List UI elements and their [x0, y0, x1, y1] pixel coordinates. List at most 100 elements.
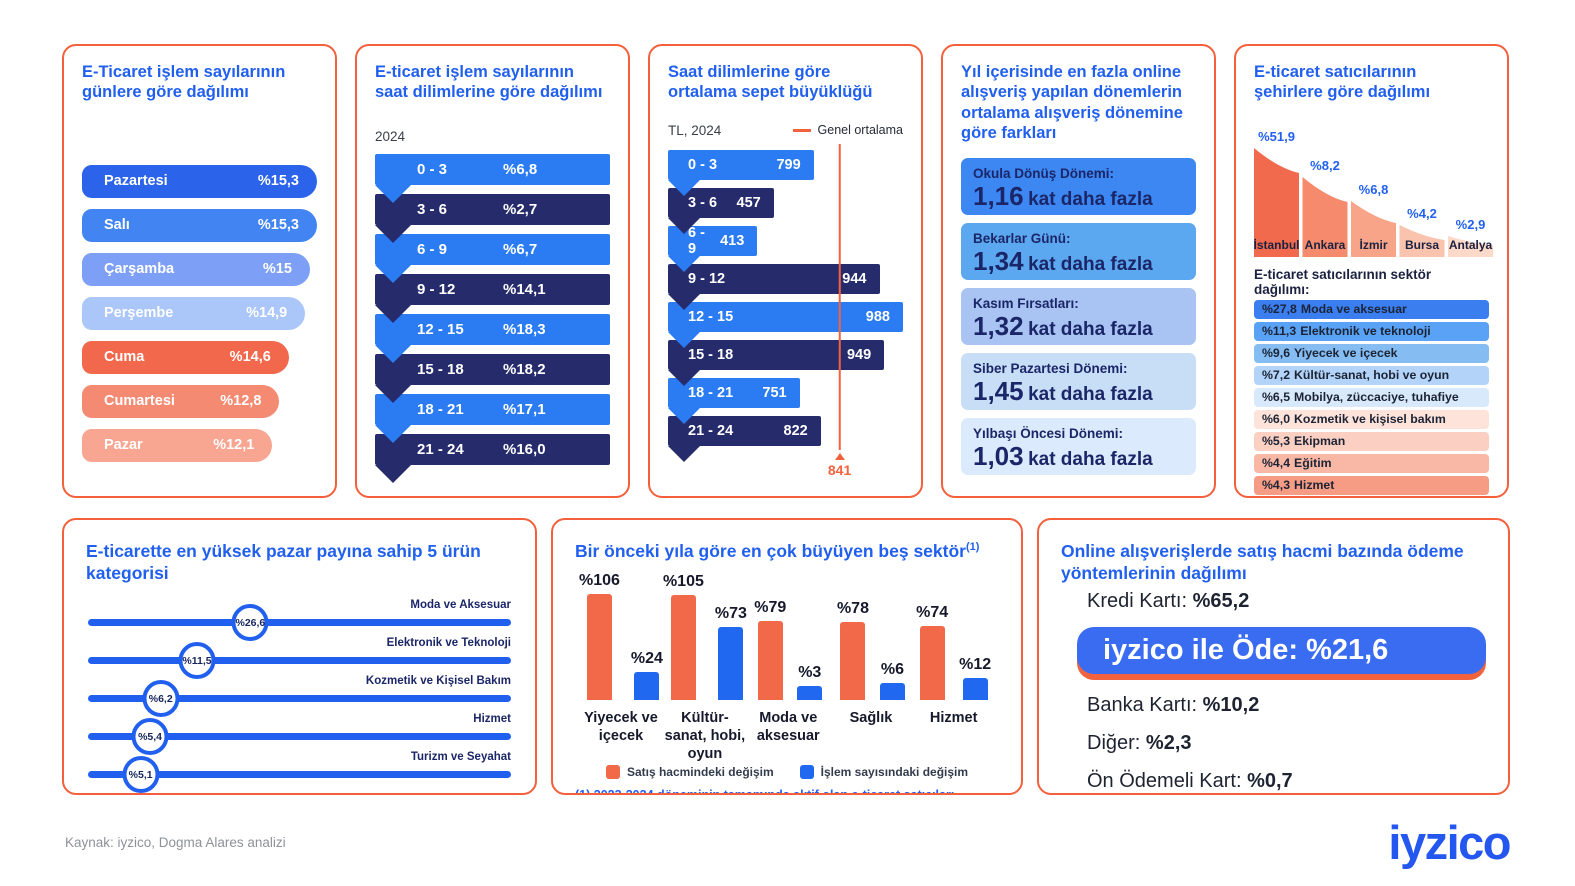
city-value: %4,2 [1407, 205, 1437, 221]
sales-value: %105 [662, 573, 704, 591]
panel-hour-share: E-ticaret işlem sayılarının saat dilimle… [355, 44, 630, 498]
sector-rows: %27,8 Moda ve aksesuar %11,3 Elektronik ve… [1254, 299, 1489, 496]
hour-row: 12 - 15 %18,3 [375, 313, 610, 363]
tx-value: %3 [798, 664, 822, 682]
basket-row: 3 - 6 457 [668, 187, 903, 234]
category-row: Elektronik ve Teknoloji %11,5 [86, 636, 513, 680]
period-value: 1,32 [973, 310, 1024, 341]
payment-value: %0,7 [1247, 770, 1293, 793]
sector-row: %11,3 Elektronik ve teknoloji [1254, 321, 1489, 341]
sales-bar [919, 626, 945, 701]
average-marker-icon [834, 452, 845, 460]
highlight-value: %21,6 [1306, 634, 1389, 667]
panel-payments-title: Online alışverişlerde satış hacmi bazınd… [1061, 541, 1464, 584]
day-bar: Pazar %12,1 [82, 428, 273, 462]
sector-name: Elektronik ve teknoloji [1300, 324, 1431, 339]
growth-group: %78 %6 Sağlık [830, 572, 913, 763]
cities-chart-svg [1254, 147, 1493, 257]
day-label: Cuma [104, 349, 145, 366]
city-bar [1399, 224, 1445, 257]
hour-row: 6 - 9 %6,7 [375, 233, 610, 283]
basket-value: 822 [783, 422, 808, 439]
day-label: Pazar [104, 437, 143, 454]
tx-swatch-icon [799, 765, 814, 780]
tx-value: %24 [630, 650, 663, 668]
period-label: Bekarlar Günü: [973, 230, 1071, 246]
sales-value: %79 [754, 599, 787, 617]
city-value: %8,2 [1310, 157, 1340, 173]
payment-row: Banka Kartı: %10,2 [1087, 694, 1486, 717]
sector-name: Kültür-sanat, hobi ve oyun [1294, 368, 1450, 383]
city-bar [1448, 235, 1493, 257]
sector-row: %7,2 Kültür-sanat, hobi ve oyun [1254, 365, 1489, 385]
city-label: Bursa [1404, 237, 1440, 252]
basket-value: 457 [736, 194, 761, 211]
hour-row: 9 - 12 %14,1 [375, 273, 610, 323]
sector-name: Mobilya, züccaciye, tuhafiye [1294, 390, 1459, 405]
city-label: Ankara [1304, 237, 1346, 252]
hour-range: 0 - 3 [417, 160, 448, 178]
iyzico-logo: iyzico [1388, 816, 1511, 869]
growth-group: %79 %3 Moda ve aksesuar [747, 572, 830, 763]
sector-name: Kozmetik ve kişisel bakım [1294, 412, 1446, 427]
bottom-row: E-ticarette en yüksek pazar payına sahip… [62, 518, 1575, 795]
period-card: Bekarlar Günü: 1,34 kat daha fazla [961, 222, 1196, 280]
city-value: %6,8 [1358, 181, 1389, 197]
payment-value: %65,2 [1192, 590, 1250, 613]
category-label: Moda ve Aksesuar [410, 599, 511, 612]
category-row: Turizm ve Seyahat %5,1 [86, 750, 513, 793]
period-value: 1,16 [973, 180, 1024, 211]
sector-row: %27,8 Moda ve aksesuar [1254, 299, 1489, 319]
sector-value: %6,0 [1262, 412, 1291, 427]
growth-category-label: Yiyecek ve içecek [584, 710, 658, 745]
sector-name: Moda ve aksesuar [1300, 302, 1407, 317]
category-knob: %26,6 [231, 604, 269, 642]
days-bars: Pazartesi %15,3 Salı %15,3 Çarşamba %15 Per… [82, 164, 317, 462]
category-track [88, 771, 511, 779]
panel-categories: E-ticarette en yüksek pazar payına sahip… [62, 518, 537, 795]
tx-value: %12 [959, 656, 992, 674]
sector-value: %4,3 [1262, 478, 1291, 493]
panel-periods: Yıl içerisinde en fazla online alışveriş… [941, 44, 1216, 498]
sales-swatch-icon [605, 765, 620, 780]
day-value: %15 [262, 261, 292, 278]
panel-categories-title: E-ticarette en yüksek pazar payına sahip… [86, 541, 481, 584]
sector-row: %4,3 Hizmet [1254, 475, 1489, 495]
footer: Kaynak: iyzico, Dogma Alares analizi iyz… [65, 816, 1511, 869]
category-knob: %11,5 [178, 642, 216, 680]
day-label: Perşembe [104, 305, 174, 322]
hour-range: 21 - 24 [688, 422, 734, 439]
category-knob: %5,4 [131, 718, 169, 756]
highlight-label: iyzico ile Öde: [1103, 634, 1298, 667]
basket-value: 988 [865, 308, 890, 325]
hour-row: 0 - 3 %6,8 [375, 153, 610, 203]
day-value: %14,9 [246, 305, 288, 322]
sector-row: %4,4 Eğitim [1254, 453, 1489, 473]
day-label: Pazartesi [104, 173, 168, 190]
category-knob: %5,1 [122, 756, 160, 793]
day-bar: Çarşamba %15 [82, 252, 310, 286]
hour-range: 9 - 12 [417, 280, 456, 298]
period-card: Siber Pazartesi Dönemi: 1,45 kat daha fa… [961, 352, 1196, 410]
growth-chart: %106 %24 Yiyecek ve içecek %105 %73 Kült… [575, 572, 999, 763]
hour-range: 21 - 24 [417, 440, 464, 458]
hour-value: %6,8 [503, 160, 538, 178]
hour-range: 15 - 18 [688, 346, 734, 363]
hour-value: %6,7 [503, 240, 538, 258]
tx-bar [634, 672, 660, 701]
city-value: %51,9 [1258, 128, 1295, 144]
hour-value: %2,7 [503, 200, 538, 218]
tx-bar [797, 686, 823, 701]
day-value: %12,1 [213, 437, 255, 454]
hour-range: 0 - 3 [688, 156, 718, 173]
panel-cities: E-ticaret satıcılarının şehirlere göre d… [1234, 44, 1509, 498]
tx-value: %6 [880, 661, 905, 679]
payment-row: Diğer: %2,3 [1087, 732, 1486, 755]
sales-bar [586, 594, 612, 701]
hour-row: 3 - 6 %2,7 [375, 193, 610, 243]
sectors-title: E-ticaret satıcılarının sektör dağılımı: [1254, 266, 1432, 297]
panel-days: E-Ticaret işlem sayılarının günlere göre… [62, 44, 337, 498]
payment-label: Banka Kartı: [1087, 694, 1198, 717]
